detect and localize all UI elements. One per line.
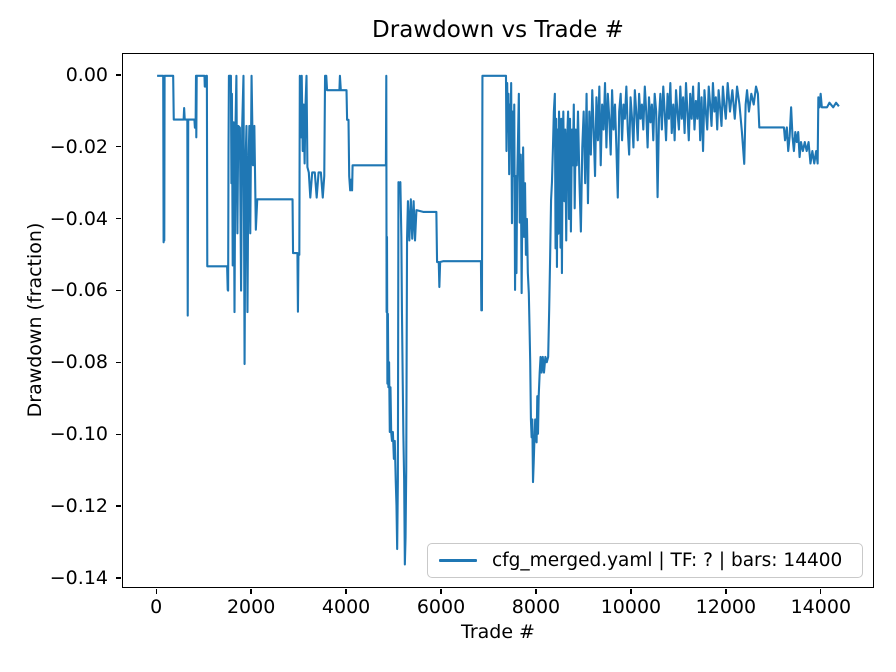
y-tick-label: −0.14 (49, 566, 108, 589)
plot-canvas (157, 74, 840, 566)
y-tick-mark (116, 433, 121, 435)
x-tick-label: 12000 (695, 596, 757, 618)
y-tick-mark (116, 505, 121, 507)
x-tick-label: 14000 (790, 596, 852, 618)
chart-title: Drawdown vs Trade # (372, 17, 624, 43)
y-tick-mark (116, 577, 121, 579)
x-tick-mark (535, 589, 537, 594)
x-tick-mark (250, 589, 252, 594)
y-tick-label: 0.00 (65, 63, 108, 86)
y-tick-label: −0.10 (49, 423, 108, 446)
x-tick-mark (440, 589, 442, 594)
x-tick-mark (820, 589, 822, 594)
y-tick-label: −0.02 (49, 135, 108, 158)
x-tick-label: 4000 (321, 596, 371, 618)
plot-area (122, 53, 874, 588)
x-tick-label: 10000 (600, 596, 662, 618)
y-tick-label: −0.06 (49, 279, 108, 302)
drawdown-line-series (157, 74, 840, 566)
y-tick-mark (116, 289, 121, 292)
legend-box: cfg_merged.yaml | TF: ? | bars: 14400 (427, 543, 863, 578)
x-tick-mark (345, 589, 347, 594)
legend-label: cfg_merged.yaml | TF: ? | bars: 14400 (492, 550, 843, 571)
y-tick-label: −0.08 (49, 351, 108, 374)
y-tick-mark (116, 74, 121, 76)
legend-line-sample (439, 559, 477, 562)
x-tick-mark (155, 589, 157, 594)
x-tick-mark (725, 589, 727, 594)
x-axis-label: Trade # (461, 621, 535, 643)
x-tick-label: 6000 (416, 596, 466, 618)
x-tick-label: 0 (150, 596, 163, 618)
x-tick-label: 2000 (226, 596, 276, 618)
x-tick-mark (630, 589, 632, 594)
y-tick-label: −0.04 (49, 207, 108, 230)
x-tick-label: 8000 (511, 596, 561, 618)
y-tick-mark (116, 146, 121, 148)
y-tick-mark (116, 361, 121, 363)
y-tick-label: −0.12 (49, 495, 108, 518)
y-tick-mark (116, 217, 121, 220)
